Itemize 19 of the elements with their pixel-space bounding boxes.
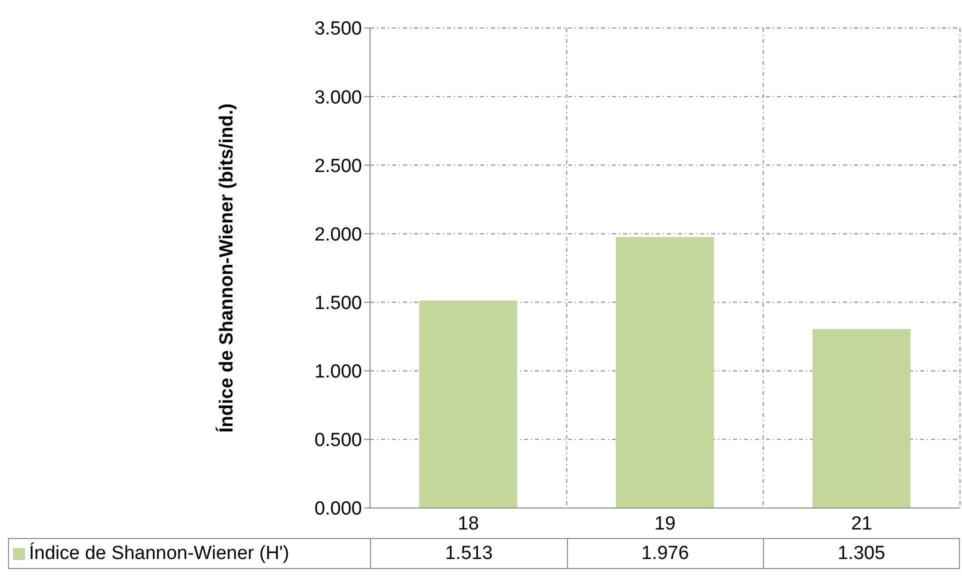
y-tick-label: 3.500 [314,18,362,40]
data-label: 1.976 [568,538,764,568]
bar [419,300,518,508]
data-label: 1.513 [371,538,568,568]
x-tick-label: 19 [654,513,676,534]
x-tick-label: 21 [851,513,872,534]
y-tick-label: 1.500 [314,293,362,314]
y-tick-label: 0.500 [314,430,362,452]
y-tick-label: 2.000 [314,224,362,246]
legend-label: Índice de Shannon-Wiener (H') [29,542,290,564]
data-label: 1.305 [764,538,960,568]
x-tick-label: 18 [458,513,479,534]
y-tick-label: 2.500 [314,156,362,177]
bar [616,237,714,508]
y-tick-label: 3.000 [314,87,362,108]
bar [812,329,910,508]
y-tick-label: 0.000 [314,498,362,520]
y-axis-title: Índice de Shannon-Wiener (bits/ind.) [216,103,238,433]
y-tick-label: 1.000 [314,362,362,383]
